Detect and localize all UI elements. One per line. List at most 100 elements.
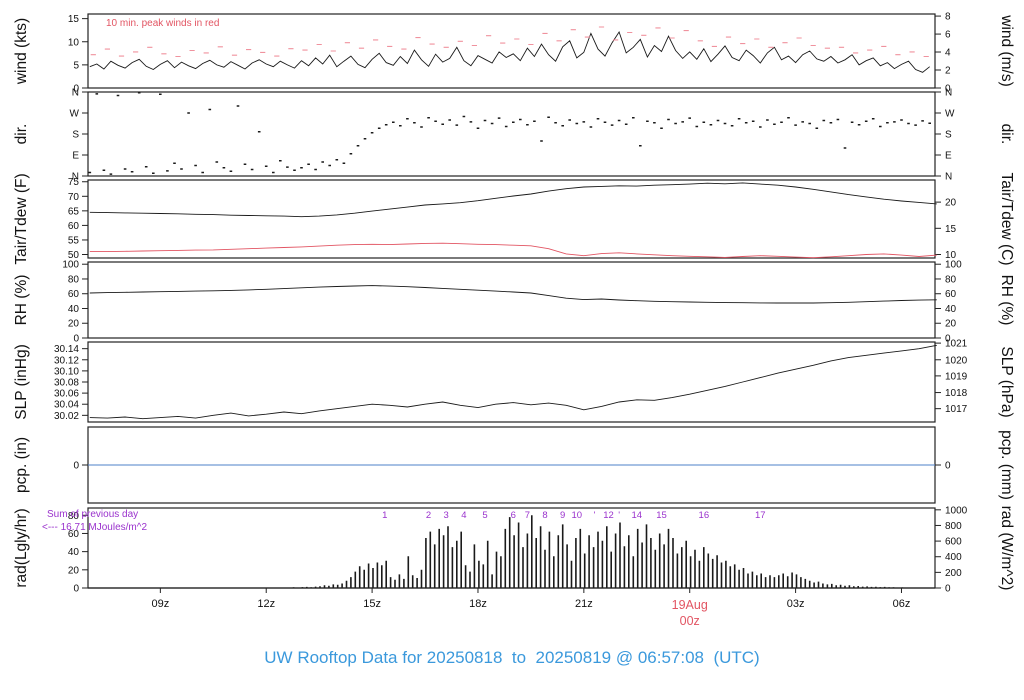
rh-axis-title-left: RH (%) bbox=[13, 275, 30, 326]
tair-axis-title-left: Tair/Tdew (F) bbox=[13, 173, 30, 264]
rad-ytick-label-left: 80 bbox=[68, 511, 80, 522]
dir-ytick-label-right: E bbox=[945, 151, 952, 162]
slp-ytick-label-right: 1021 bbox=[945, 339, 968, 350]
slp-ytick-label-right: 1017 bbox=[945, 404, 968, 415]
rad-hour-marker: 5 bbox=[482, 510, 487, 521]
chart-title: UW Rooftop Data for 20250818 to 20250819… bbox=[264, 648, 760, 667]
rh-ytick-label-right: 0 bbox=[945, 334, 951, 345]
dir-axis-title-right: dir. bbox=[998, 124, 1015, 145]
tair-ytick-label-left: 75 bbox=[68, 177, 80, 188]
rh-ytick-label-right: 40 bbox=[945, 304, 957, 315]
wind-ytick-label-left: 15 bbox=[68, 14, 80, 25]
rad-hour-marker: 9 bbox=[560, 510, 565, 521]
dir-ytick-label-left: N bbox=[72, 88, 79, 99]
wind-ytick-label-left: 10 bbox=[68, 37, 80, 48]
rh-ytick-label-right: 60 bbox=[945, 289, 957, 300]
rad-ytick-label-right: 800 bbox=[945, 521, 962, 532]
rad-ytick-label-left: 0 bbox=[73, 584, 79, 595]
pcp-ytick-label-left: 0 bbox=[73, 461, 79, 472]
tair-ytick-label-left: 65 bbox=[68, 206, 80, 217]
slp-ytick-label-left: 30.08 bbox=[54, 378, 79, 389]
rh-relative-humidity-series bbox=[89, 285, 937, 304]
dir-axis-title-left: dir. bbox=[13, 124, 30, 145]
wind-peak-wind-series bbox=[90, 26, 929, 58]
rad-ytick-label-right: 200 bbox=[945, 568, 962, 579]
rad-hour-marker: 17 bbox=[755, 510, 766, 521]
tair-ytick-label-left: 60 bbox=[68, 221, 80, 232]
x-tick-label-09z: 09z bbox=[151, 598, 169, 610]
slp-ytick-label-right: 1019 bbox=[945, 371, 968, 382]
wind-axis-title-right: wind (m/s) bbox=[998, 14, 1015, 86]
x-tick-label-18z: 18z bbox=[469, 598, 487, 610]
rad-solar-radiation-series bbox=[279, 515, 948, 588]
tair-panel-box bbox=[87, 179, 936, 259]
rad-axis-title-right: rad (W/m^2) bbox=[998, 506, 1015, 591]
slp-ytick-label-left: 30.02 bbox=[54, 411, 79, 422]
rh-ytick-label-left: 40 bbox=[68, 304, 80, 315]
x-tick-label-date: 19Aug bbox=[672, 598, 708, 612]
tair-ytick-label-left: 55 bbox=[68, 235, 80, 246]
slp-ytick-label-right: 1018 bbox=[945, 388, 968, 399]
slp-ytick-label-left: 30.12 bbox=[54, 355, 79, 366]
rad-ytick-label-left: 60 bbox=[68, 529, 80, 540]
rh-ytick-label-left: 100 bbox=[62, 260, 79, 271]
tair-axis-title-right: Tair/Tdew (C) bbox=[998, 172, 1015, 265]
dir-panel-box bbox=[87, 91, 936, 177]
rad-hour-marker: 3 bbox=[444, 510, 449, 521]
tair-ytick-label-right: 15 bbox=[945, 224, 957, 235]
wind-annotation: 10 min. peak winds in red bbox=[106, 18, 219, 29]
dir-ytick-label-left: E bbox=[72, 151, 79, 162]
rad-ytick-label-right: 0 bbox=[945, 584, 951, 595]
rh-ytick-label-right: 80 bbox=[945, 274, 957, 285]
wind-ytick-label-left: 5 bbox=[73, 60, 79, 71]
tair-ytick-label-left: 50 bbox=[68, 250, 80, 261]
rh-ytick-label-right: 20 bbox=[945, 319, 957, 330]
rh-ytick-label-left: 0 bbox=[73, 334, 79, 345]
tair-ytick-label-right: 10 bbox=[945, 250, 957, 261]
wind-axis-title-left: wind (kts) bbox=[13, 18, 30, 85]
slp-ytick-label-left: 30.06 bbox=[54, 389, 79, 400]
rad-ytick-label-left: 40 bbox=[68, 547, 80, 558]
rad-hour-marker: ' bbox=[594, 510, 596, 521]
rad-ytick-label-right: 1000 bbox=[945, 505, 968, 516]
wind-ytick-label-right: 8 bbox=[945, 12, 951, 23]
tair-dew-point-series bbox=[89, 242, 937, 259]
wind-ytick-label-right: 0 bbox=[945, 84, 951, 95]
dir-ytick-label-right: N bbox=[945, 88, 952, 99]
x-tick-label-03z: 03z bbox=[787, 598, 805, 610]
rad-hour-marker: 16 bbox=[699, 510, 710, 521]
rh-axis-title-right: RH (%) bbox=[998, 275, 1015, 326]
tair-ytick-label-right: 20 bbox=[945, 198, 957, 209]
dir-ytick-label-right: S bbox=[945, 130, 952, 141]
slp-ytick-label-left: 30.04 bbox=[54, 400, 79, 411]
x-tick-label-06z: 06z bbox=[893, 598, 911, 610]
dir-ytick-label-right: W bbox=[945, 109, 955, 120]
dir-ytick-label-left: W bbox=[70, 109, 80, 120]
tair-air-temperature-series bbox=[89, 182, 937, 218]
rad-annotation: <--- 16.71 MJoules/m^2 bbox=[42, 522, 147, 533]
rh-ytick-label-right: 100 bbox=[945, 260, 962, 271]
rh-ytick-label-left: 80 bbox=[68, 274, 80, 285]
rad-ytick-label-left: 20 bbox=[68, 565, 80, 576]
rad-hour-marker: 8 bbox=[542, 510, 547, 521]
wind-panel-box bbox=[87, 13, 936, 89]
dir-ytick-label-left: N bbox=[72, 172, 79, 183]
rad-ytick-label-right: 600 bbox=[945, 537, 962, 548]
slp-panel-box bbox=[87, 341, 936, 423]
rh-ytick-label-left: 60 bbox=[68, 289, 80, 300]
slp-ytick-label-left: 30.10 bbox=[54, 366, 79, 377]
rad-hour-marker: 4 bbox=[461, 510, 466, 521]
rad-hour-marker: 15 bbox=[656, 510, 667, 521]
wind-ytick-label-right: 6 bbox=[945, 30, 951, 41]
pcp-axis-title-left: pcp. (in) bbox=[13, 437, 30, 493]
rad-hour-marker: 2 bbox=[426, 510, 431, 521]
dir-ytick-label-right: N bbox=[945, 172, 952, 183]
x-tick-label-12z: 12z bbox=[257, 598, 275, 610]
rad-hour-marker: 1 bbox=[382, 510, 387, 521]
pcp-ytick-label-right: 0 bbox=[945, 461, 951, 472]
wind-ytick-label-right: 2 bbox=[945, 66, 951, 77]
slp-ytick-label-right: 1020 bbox=[945, 355, 968, 366]
wind-ytick-label-left: 0 bbox=[73, 84, 79, 95]
